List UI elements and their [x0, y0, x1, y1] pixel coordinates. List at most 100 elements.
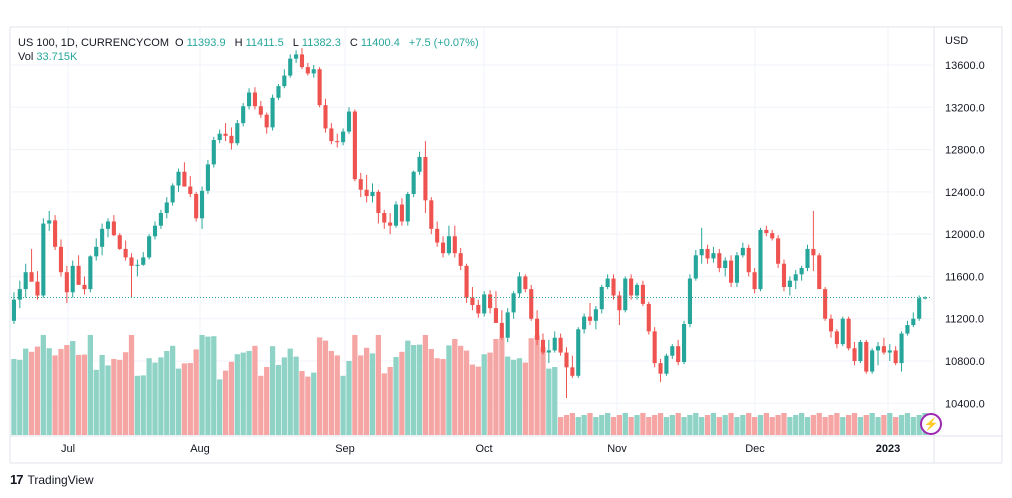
volume-bar: [704, 415, 711, 435]
candle-body: [587, 316, 593, 321]
volume-bar: [258, 375, 264, 435]
volume-bar: [487, 352, 493, 435]
volume-bar: [217, 379, 223, 435]
candle-body: [358, 179, 363, 190]
candle: [376, 189, 381, 224]
volume-bar: [352, 335, 358, 435]
volume-bar: [346, 361, 352, 435]
candle: [241, 103, 246, 127]
candle: [905, 320, 910, 336]
candle-body: [670, 346, 675, 356]
candle: [364, 174, 369, 203]
candle-body: [364, 189, 369, 197]
candle-body: [329, 128, 334, 142]
candle: [828, 314, 834, 338]
candle: [687, 274, 692, 328]
candle-body: [194, 193, 199, 219]
volume-bar: [452, 339, 458, 435]
candle-body: [141, 257, 146, 265]
volume-bar: [311, 372, 317, 435]
candle: [411, 170, 416, 198]
volume-bar: [640, 413, 646, 435]
candle: [652, 327, 657, 368]
candle-body: [758, 229, 763, 290]
candle: [335, 133, 340, 148]
candle: [676, 339, 681, 366]
volume-bar: [111, 359, 117, 435]
footer-brand[interactable]: 17 TradingView: [10, 472, 94, 487]
candle: [117, 233, 122, 250]
candle-body: [211, 140, 216, 165]
candle: [740, 242, 745, 258]
volume-bar: [34, 346, 41, 435]
symbol-name[interactable]: US 100, 1D, CURRENCYCOM: [18, 37, 169, 49]
candle-body: [82, 284, 87, 290]
candle-body: [711, 253, 716, 259]
candle: [846, 316, 851, 351]
volume-bar: [728, 413, 734, 435]
volume-bar: [411, 345, 417, 435]
lightning-icon[interactable]: ⚡: [920, 413, 942, 435]
candle-body: [123, 248, 128, 258]
volume-bar: [146, 358, 152, 435]
candle-body: [652, 331, 657, 364]
candle-body: [546, 350, 551, 353]
candle: [734, 252, 740, 287]
candle-body: [470, 297, 475, 305]
volume-bar: [105, 365, 111, 435]
high-label: H 11411.5: [234, 37, 284, 49]
time-axis[interactable]: Jul Aug Sep Oct Nov Dec 2023: [61, 443, 900, 455]
currency-label[interactable]: USD: [945, 35, 969, 47]
candle-body: [235, 123, 240, 144]
candle: [135, 259, 140, 277]
candle-body: [887, 350, 892, 353]
candle: [264, 112, 269, 134]
candle-body: [376, 191, 381, 213]
volume-bar: [710, 413, 717, 435]
volume-bar: [269, 346, 276, 435]
volume-bar: [222, 370, 229, 435]
volume-bar: [746, 413, 752, 435]
candle-body: [693, 255, 698, 279]
volume-bar: [510, 359, 517, 435]
candle: [670, 344, 675, 359]
price-tick-label: 11200.0: [945, 314, 984, 326]
volume-bar: [234, 354, 240, 435]
candle: [864, 339, 869, 374]
volume-bar: [305, 376, 311, 435]
candle: [699, 227, 704, 264]
volume-bar: [387, 367, 393, 435]
volume-bar: [775, 415, 781, 435]
price-tick-label: 10800.0: [945, 356, 985, 368]
candle-body: [158, 213, 163, 226]
price-axis[interactable]: 13600.0 13200.0 12800.0 12400.0 12000.0 11600…: [945, 60, 985, 410]
candle: [875, 341, 881, 366]
candle: [58, 239, 64, 277]
volume-bar: [469, 364, 476, 435]
candle: [923, 296, 928, 300]
candle: [787, 276, 792, 296]
candle-body: [723, 260, 728, 268]
candle: [247, 88, 252, 110]
candle: [552, 331, 557, 353]
candle: [223, 123, 228, 142]
volume-bar: [322, 340, 329, 435]
high-value: 11411.5: [245, 37, 284, 49]
candle-body: [599, 287, 604, 310]
symbol-legend[interactable]: US 100, 1D, CURRENCYCOM O 11393.9 H 11411.…: [18, 35, 482, 51]
candle: [252, 87, 258, 110]
candle-body: [899, 333, 904, 364]
volume-bar: [246, 351, 252, 435]
volume-bar: [740, 415, 746, 435]
volume-legend[interactable]: Vol 33.715K: [18, 51, 77, 63]
candle: [388, 213, 393, 235]
candle: [164, 197, 169, 219]
candle-body: [388, 222, 393, 226]
volume-bar: [552, 367, 558, 435]
candle: [693, 250, 698, 281]
candle: [211, 136, 216, 168]
candle: [305, 62, 310, 76]
volume-bar: [798, 413, 805, 435]
